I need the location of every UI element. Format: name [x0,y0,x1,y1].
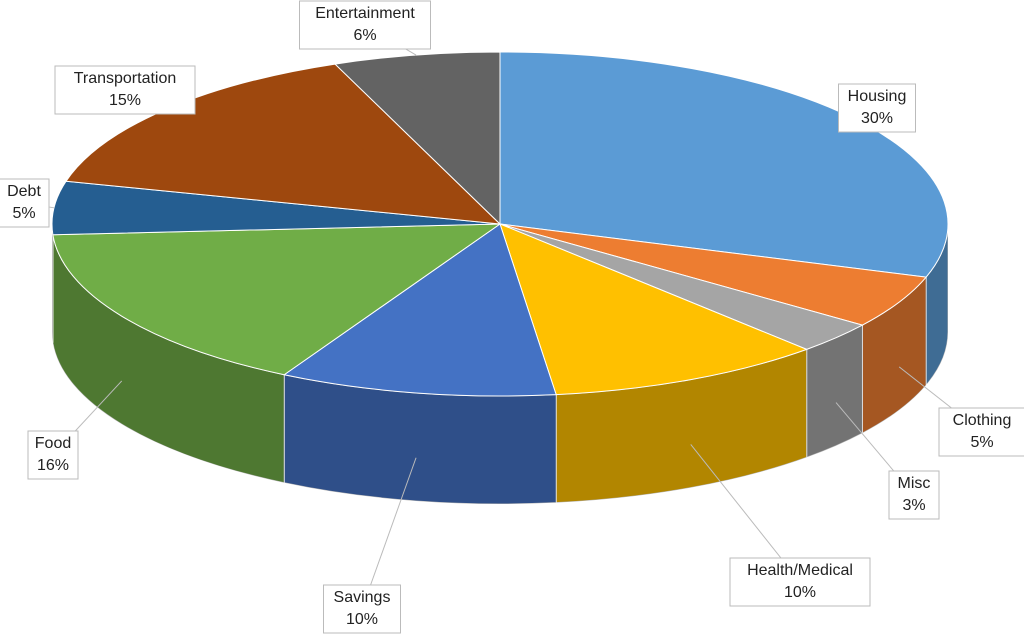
label-name: Clothing [953,412,1012,429]
slice-side-shade [284,374,557,505]
label-name: Entertainment [315,5,415,22]
label-name: Misc [898,475,931,492]
label-name: Savings [334,589,391,606]
label-box [27,430,79,480]
label-box [938,407,1024,457]
label-box [0,178,50,228]
slice-side-shade [926,224,948,386]
label-value: 10% [784,584,816,601]
label-value: 16% [37,457,69,474]
slice [282,223,557,397]
label-value: 30% [861,110,893,127]
slice-side-shade [806,325,863,458]
label-box [729,557,871,607]
label-box [888,470,940,520]
pie-sides [51,223,949,505]
label-name: Health/Medical [747,562,853,579]
label-value: 15% [109,92,141,109]
label-value: 6% [353,27,376,44]
label-value: 3% [902,497,925,514]
slice [499,223,809,396]
label-box [299,0,431,50]
label-box [323,584,401,634]
label-box [54,65,196,115]
label-value: 5% [12,205,35,222]
label-name: Transportation [74,70,177,87]
label-name: Housing [848,88,907,105]
slice-side-shade [52,224,53,343]
slice [52,223,502,376]
slice-side-shade [556,349,807,503]
label-name: Debt [7,183,41,200]
leader-line [361,457,417,610]
pie-tops [51,51,949,397]
label-value: 10% [346,611,378,628]
label-value: 5% [970,434,993,451]
label-name: Food [35,435,71,452]
slice-side-shade [52,234,285,483]
label-box [838,83,916,133]
